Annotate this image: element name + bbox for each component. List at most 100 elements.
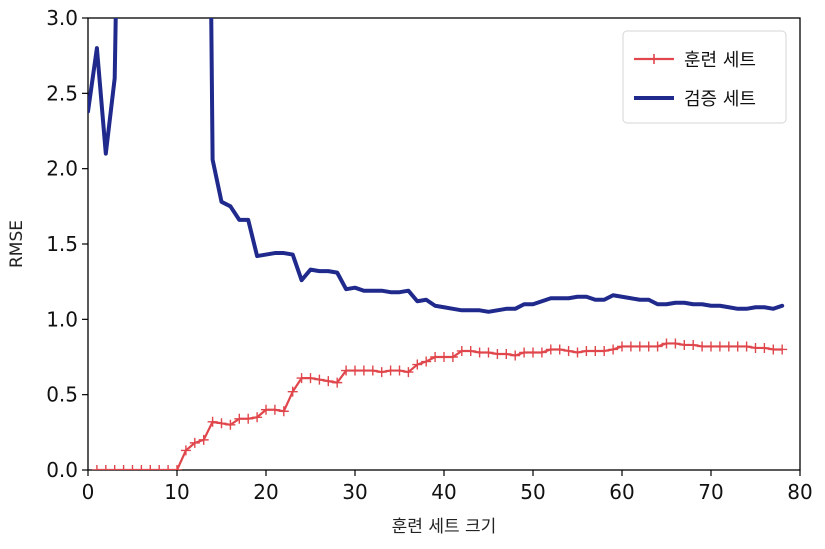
train-point-marker: [421, 356, 432, 367]
y-tick-label: 2.0: [46, 157, 78, 181]
train-point-marker: [172, 465, 182, 470]
train-point-marker: [608, 344, 619, 355]
train-point-marker: [305, 373, 316, 384]
train-point-marker: [759, 342, 770, 353]
train-point-marker: [430, 352, 441, 362]
x-tick-label: 40: [431, 480, 456, 504]
y-tick-label: 0.0: [46, 458, 78, 482]
train-point-marker: [314, 374, 325, 385]
train-point-marker: [456, 345, 467, 356]
y-axis-label: RMSE: [7, 220, 27, 268]
train-point-marker: [403, 367, 414, 378]
series-line-validation: [88, 18, 785, 314]
y-tick-label: 1.0: [46, 307, 78, 331]
train-point-marker: [474, 347, 485, 358]
train-point-marker: [447, 352, 458, 362]
train-point-marker: [706, 341, 716, 352]
legend-label-train: 훈련 세트: [684, 50, 756, 71]
train-point-marker: [296, 373, 307, 384]
train-point-marker: [545, 344, 556, 355]
train-point-marker: [198, 434, 209, 445]
series-line-train: [96, 342, 783, 470]
y-tick-label: 1.5: [46, 232, 78, 256]
train-point-marker: [367, 365, 378, 376]
x-tick-label: 0: [82, 480, 95, 504]
train-point-marker: [252, 412, 263, 423]
train-point-marker: [269, 404, 280, 415]
x-axis: 0 10 20 30 40 50 60 70 80: [82, 470, 813, 504]
train-point-marker: [243, 413, 254, 424]
train-point-marker: [697, 341, 708, 352]
x-tick-label: 10: [164, 480, 189, 504]
train-point-marker: [528, 347, 538, 358]
train-point-marker: [341, 365, 352, 376]
train-point-marker: [625, 341, 636, 352]
train-point-marker: [465, 345, 476, 356]
train-point-marker: [118, 465, 129, 470]
train-point-marker: [661, 338, 672, 349]
plot-area: [88, 18, 788, 470]
train-point-marker: [519, 347, 530, 358]
x-tick-label: 30: [342, 480, 367, 504]
train-point-marker: [154, 465, 165, 470]
legend-marker-train: [649, 54, 659, 64]
train-point-marker: [492, 348, 503, 359]
train-point-marker: [590, 345, 601, 356]
train-point-marker: [136, 465, 147, 470]
train-point-marker: [679, 339, 690, 350]
train-point-marker: [234, 413, 245, 424]
train-point-marker: [732, 341, 743, 352]
train-point-marker: [323, 376, 334, 387]
train-point-marker: [216, 418, 227, 429]
train-point-marker: [599, 345, 610, 356]
legend-plus-marker: [649, 54, 659, 64]
train-point-marker: [163, 465, 174, 470]
x-tick-label: 60: [609, 480, 634, 504]
y-tick-label: 3.0: [46, 6, 78, 30]
train-point-marker: [225, 419, 236, 430]
train-point-marker: [412, 359, 423, 370]
train-point-marker: [572, 347, 583, 358]
train-point-marker: [385, 365, 396, 376]
train-point-marker: [768, 344, 779, 355]
y-tick-label: 0.5: [46, 383, 78, 407]
train-point-marker: [100, 465, 111, 470]
train-point-marker: [714, 341, 725, 352]
train-point-marker: [109, 465, 120, 470]
train-point-marker: [536, 347, 547, 358]
train-point-marker: [723, 341, 734, 352]
x-axis-label: 훈련 세트 크기: [392, 517, 497, 537]
train-point-marker: [332, 377, 343, 388]
train-point-marker: [563, 345, 574, 356]
train-point-marker: [617, 341, 627, 352]
legend: 훈련 세트 검증 세트: [622, 30, 787, 124]
train-point-marker: [741, 341, 752, 352]
train-point-marker: [350, 365, 360, 376]
train-point-marker: [688, 339, 699, 350]
train-point-marker: [278, 406, 289, 417]
train-point-marker: [394, 365, 405, 376]
train-point-marker: [510, 350, 521, 361]
legend-label-validation: 검증 세트: [684, 89, 756, 110]
train-point-marker: [207, 416, 218, 427]
train-point-marker: [777, 344, 788, 355]
train-point-marker: [287, 386, 298, 397]
train-point-marker: [189, 437, 200, 448]
train-point-marker: [554, 344, 565, 355]
y-tick-label: 2.5: [46, 81, 78, 105]
train-point-marker: [581, 345, 592, 356]
x-tick-label: 50: [520, 480, 545, 504]
train-point-marker: [261, 404, 271, 415]
x-tick-label: 70: [698, 480, 723, 504]
train-point-marker: [652, 341, 663, 352]
train-point-marker: [501, 348, 512, 359]
train-point-marker: [643, 341, 654, 352]
train-point-marker: [750, 342, 761, 353]
train-point-marker: [634, 341, 645, 352]
train-point-marker: [670, 338, 681, 349]
train-point-marker: [127, 465, 138, 470]
x-tick-label: 20: [253, 480, 278, 504]
train-point-marker: [483, 347, 494, 358]
train-point-marker: [145, 465, 156, 470]
